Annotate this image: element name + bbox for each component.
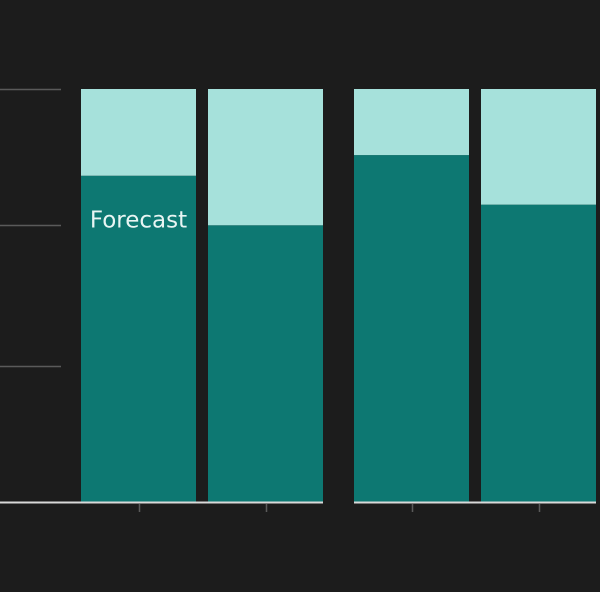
bars	[81, 89, 596, 503]
bar-0-series-1	[81, 89, 196, 176]
gridlines	[0, 88, 61, 368]
x-axis	[0, 501, 596, 512]
bar-3-series-1	[481, 89, 596, 205]
annotation-label-0: Forecast	[90, 208, 187, 234]
bar-1-series-1	[208, 89, 323, 226]
bar-1-series-0	[208, 225, 323, 503]
bar-2-series-0	[354, 155, 469, 502]
annotations: Forecast	[90, 208, 187, 234]
bar-2-series-1	[354, 89, 469, 156]
bar-0-series-0	[81, 175, 196, 503]
bar-3-series-0	[481, 204, 596, 502]
